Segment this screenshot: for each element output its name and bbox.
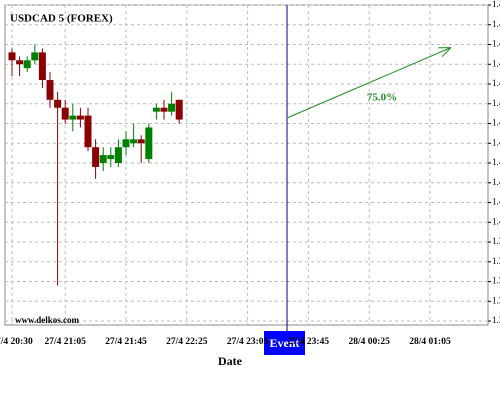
projection-arrow [286,48,450,119]
x-axis-title: Date [218,354,243,368]
y-tick-label: 1.4005 [492,197,500,207]
candle-body [61,107,69,120]
candle-body [175,99,183,120]
y-tick-label: 1.4020 [492,137,500,147]
watermark: www.delkos.com [15,315,80,325]
y-tick-label: 1.4010 [492,177,500,187]
y-tick-label: 1.4015 [492,157,500,167]
x-tick-label: 27/4 23:05 [227,337,269,347]
candle-body [38,52,46,81]
x-tick-label: 27/4 22:25 [166,337,208,347]
event-box [264,331,305,355]
y-tick-label: 1.4025 [492,118,500,128]
candle-body [84,115,92,148]
y-tick-label: 1.3995 [492,236,500,246]
y-tick-label: 1.3975 [492,315,500,325]
x-tick-label: 28/4 01:05 [409,337,451,347]
candle-body [137,139,145,144]
candle-body [92,147,100,167]
candle-body [23,60,31,69]
x-tick-label: 28/4 00:25 [348,337,390,347]
candle-body [152,107,160,112]
y-tick-label: 1.4045 [492,39,500,49]
y-tick-label: 1.3990 [492,256,500,266]
annotation: 75.0% [367,92,397,104]
chart-title: USDCAD 5 (FOREX) [10,13,113,25]
y-tick-label: 1.4040 [492,58,500,68]
candle-body [16,60,24,65]
x-tick-label: 27/4 23:45 [288,337,330,347]
x-tick-label: 27/4 21:05 [44,337,86,347]
y-tick-label: 1.4000 [492,216,500,226]
candle-body [122,139,130,148]
x-tick-label: 27/4 20:30 [0,337,33,347]
y-tick-label: 1.3985 [492,276,500,286]
x-tick-label: 27/4 21:45 [105,337,147,347]
candle-body [114,147,122,164]
candle-body [8,52,16,61]
candle-body [31,52,39,61]
plot-frame [4,4,489,326]
y-tick-label: 1.4035 [492,78,500,88]
candle-body [130,139,138,144]
event-label: Event [270,336,300,350]
candle-body [99,155,107,164]
candle-body [168,103,176,112]
candle-body [46,80,54,100]
y-tick-label: 1.4030 [492,98,500,108]
candle-body [107,155,115,160]
candles [8,44,183,286]
candle-body [160,107,168,112]
y-tick-label: 1.3980 [492,295,500,305]
candle-body [76,115,84,120]
y-tick-label: 1.4050 [492,19,500,29]
candle-body [54,99,62,108]
candle-body [145,127,153,160]
y-tick-label: 1.4055 [492,0,500,9]
candle-body [69,115,77,120]
